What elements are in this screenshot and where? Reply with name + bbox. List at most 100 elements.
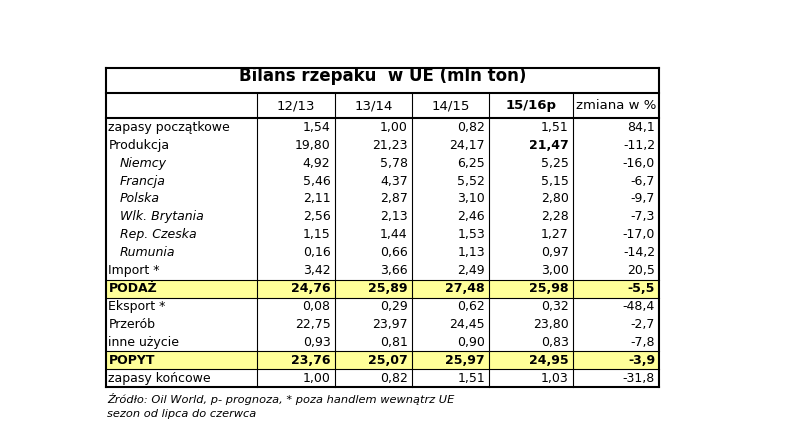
Text: 0,16: 0,16 bbox=[302, 246, 330, 259]
Text: 27,48: 27,48 bbox=[445, 282, 485, 295]
Text: PODAŻ: PODAŻ bbox=[109, 282, 157, 295]
Text: -17,0: -17,0 bbox=[622, 228, 655, 241]
Text: 4,37: 4,37 bbox=[380, 175, 408, 188]
Text: 1,44: 1,44 bbox=[380, 228, 408, 241]
Text: 2,80: 2,80 bbox=[541, 193, 568, 206]
Text: 24,17: 24,17 bbox=[449, 139, 485, 152]
Text: inne użycie: inne użycie bbox=[109, 336, 180, 349]
Text: 2,11: 2,11 bbox=[302, 193, 330, 206]
Text: Francja: Francja bbox=[120, 175, 165, 188]
Text: 0,66: 0,66 bbox=[380, 246, 408, 259]
Text: 19,80: 19,80 bbox=[294, 139, 330, 152]
Text: 14/15: 14/15 bbox=[432, 99, 470, 112]
Text: 25,98: 25,98 bbox=[529, 282, 568, 295]
Text: 23,80: 23,80 bbox=[533, 318, 568, 331]
Text: -3,9: -3,9 bbox=[628, 354, 655, 367]
Text: 25,89: 25,89 bbox=[368, 282, 408, 295]
Text: zapasy początkowe: zapasy początkowe bbox=[109, 121, 230, 134]
Text: Niemcy: Niemcy bbox=[120, 157, 167, 170]
Text: 1,00: 1,00 bbox=[302, 372, 330, 385]
Text: 0,29: 0,29 bbox=[380, 300, 408, 313]
Text: 3,10: 3,10 bbox=[457, 193, 485, 206]
Text: 1,13: 1,13 bbox=[457, 246, 485, 259]
Text: 24,76: 24,76 bbox=[290, 282, 330, 295]
Text: 5,25: 5,25 bbox=[541, 157, 568, 170]
Text: 3,66: 3,66 bbox=[380, 264, 408, 277]
Text: 24,95: 24,95 bbox=[529, 354, 568, 367]
Text: 2,49: 2,49 bbox=[457, 264, 485, 277]
Text: 0,81: 0,81 bbox=[380, 336, 408, 349]
Text: 0,62: 0,62 bbox=[457, 300, 485, 313]
Text: Wlk. Brytania: Wlk. Brytania bbox=[120, 211, 203, 224]
Text: 84,1: 84,1 bbox=[627, 121, 655, 134]
Text: 1,00: 1,00 bbox=[380, 121, 408, 134]
Text: -5,5: -5,5 bbox=[628, 282, 655, 295]
Text: 3,42: 3,42 bbox=[302, 264, 330, 277]
Text: Przerób: Przerób bbox=[109, 318, 156, 331]
Text: 5,52: 5,52 bbox=[457, 175, 485, 188]
Text: 0,32: 0,32 bbox=[541, 300, 568, 313]
Text: 13/14: 13/14 bbox=[354, 99, 393, 112]
Text: 0,08: 0,08 bbox=[302, 300, 330, 313]
Text: 25,97: 25,97 bbox=[445, 354, 485, 367]
Text: 0,82: 0,82 bbox=[457, 121, 485, 134]
Text: 5,46: 5,46 bbox=[302, 175, 330, 188]
Text: -31,8: -31,8 bbox=[623, 372, 655, 385]
Text: 3,00: 3,00 bbox=[541, 264, 568, 277]
Text: -7,3: -7,3 bbox=[630, 211, 655, 224]
Text: -48,4: -48,4 bbox=[623, 300, 655, 313]
Text: 0,82: 0,82 bbox=[380, 372, 408, 385]
Text: 5,78: 5,78 bbox=[380, 157, 408, 170]
Text: 0,93: 0,93 bbox=[302, 336, 330, 349]
Text: 1,27: 1,27 bbox=[541, 228, 568, 241]
Text: 2,28: 2,28 bbox=[541, 211, 568, 224]
Text: 21,23: 21,23 bbox=[372, 139, 408, 152]
Text: Produkcja: Produkcja bbox=[109, 139, 169, 152]
Text: 24,45: 24,45 bbox=[449, 318, 485, 331]
Text: zapasy końcowe: zapasy końcowe bbox=[109, 372, 211, 385]
Text: 6,25: 6,25 bbox=[457, 157, 485, 170]
Text: -2,7: -2,7 bbox=[630, 318, 655, 331]
Text: 2,46: 2,46 bbox=[457, 211, 485, 224]
Text: zmiana w %: zmiana w % bbox=[576, 99, 656, 112]
Text: 12/13: 12/13 bbox=[277, 99, 315, 112]
Text: 1,03: 1,03 bbox=[541, 372, 568, 385]
Text: 1,54: 1,54 bbox=[302, 121, 330, 134]
Text: Źródło: Oil World, p- prognoza, * poza handlem wewnątrz UE: Źródło: Oil World, p- prognoza, * poza h… bbox=[107, 392, 455, 405]
Bar bbox=[106, 352, 659, 370]
Text: -9,7: -9,7 bbox=[630, 193, 655, 206]
Text: 23,97: 23,97 bbox=[372, 318, 408, 331]
Text: 23,76: 23,76 bbox=[291, 354, 330, 367]
Text: -16,0: -16,0 bbox=[623, 157, 655, 170]
Text: 1,51: 1,51 bbox=[541, 121, 568, 134]
Text: 5,15: 5,15 bbox=[541, 175, 568, 188]
Text: 1,51: 1,51 bbox=[457, 372, 485, 385]
Text: 20,5: 20,5 bbox=[627, 264, 655, 277]
Text: -14,2: -14,2 bbox=[623, 246, 655, 259]
Text: 2,56: 2,56 bbox=[302, 211, 330, 224]
Text: 22,75: 22,75 bbox=[294, 318, 330, 331]
Text: 2,87: 2,87 bbox=[380, 193, 408, 206]
Text: 15/16p: 15/16p bbox=[506, 99, 557, 112]
Text: 0,83: 0,83 bbox=[541, 336, 568, 349]
Text: 25,07: 25,07 bbox=[368, 354, 408, 367]
Text: 0,90: 0,90 bbox=[457, 336, 485, 349]
Text: 2,13: 2,13 bbox=[380, 211, 408, 224]
Text: Polska: Polska bbox=[120, 193, 160, 206]
Text: 4,92: 4,92 bbox=[302, 157, 330, 170]
Text: Bilans rzepaku  w UE (mln ton): Bilans rzepaku w UE (mln ton) bbox=[239, 67, 527, 85]
Text: 1,15: 1,15 bbox=[302, 228, 330, 241]
Text: Rep. Czeska: Rep. Czeska bbox=[120, 228, 196, 241]
Text: -11,2: -11,2 bbox=[623, 139, 655, 152]
Text: 21,47: 21,47 bbox=[529, 139, 568, 152]
Text: 0,97: 0,97 bbox=[541, 246, 568, 259]
Text: -7,8: -7,8 bbox=[630, 336, 655, 349]
Text: POPYT: POPYT bbox=[109, 354, 155, 367]
Text: Eksport *: Eksport * bbox=[109, 300, 166, 313]
Text: Rumunia: Rumunia bbox=[120, 246, 175, 259]
Text: -6,7: -6,7 bbox=[630, 175, 655, 188]
Bar bbox=[106, 280, 659, 297]
Text: sezon od lipca do czerwca: sezon od lipca do czerwca bbox=[107, 409, 256, 419]
Text: Import *: Import * bbox=[109, 264, 160, 277]
Text: 1,53: 1,53 bbox=[457, 228, 485, 241]
